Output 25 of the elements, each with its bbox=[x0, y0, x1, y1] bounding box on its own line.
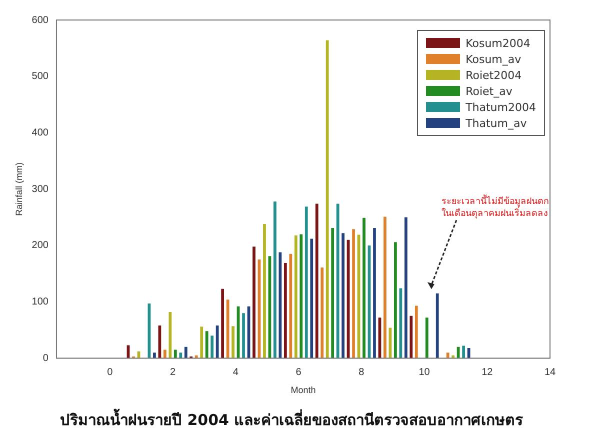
y-tick-label: 200 bbox=[32, 240, 49, 252]
x-tick-label: 14 bbox=[544, 366, 556, 378]
x-tick-label: 4 bbox=[232, 366, 239, 378]
legend-label: Thatum_av bbox=[466, 116, 527, 130]
x-tick-label: 12 bbox=[482, 366, 494, 378]
y-tick-label: 0 bbox=[42, 352, 49, 364]
y-tick-label: 300 bbox=[32, 184, 49, 195]
x-tick-label: 8 bbox=[358, 366, 365, 378]
x-tick-label: 2 bbox=[170, 366, 176, 378]
legend-label: Thatum2004 bbox=[466, 100, 536, 114]
y-tick-label: 500 bbox=[32, 71, 49, 82]
text: ปริมาณน้ำฝนรายปี 2004 และค่าเฉลี่ยของสถานีตรวจสอบอากาศเกษตร bbox=[60, 408, 524, 431]
y-tick-label: 400 bbox=[32, 127, 49, 138]
legend-label: Roiet2004 bbox=[466, 68, 522, 82]
x-tick-label: 6 bbox=[296, 366, 302, 378]
legend-label: Kosum_av bbox=[466, 52, 522, 66]
y-tick-label: 100 bbox=[32, 296, 49, 308]
annotation: ระยะเวลานี้ไม่มีข้อมูลฝนตก ในเดือนตุลาคมฝนเริ่มลดลง bbox=[441, 194, 548, 220]
legend-label: Roiet_av bbox=[466, 84, 512, 98]
y-tick-label: 600 bbox=[32, 14, 49, 26]
x-tick-label: 0 bbox=[107, 366, 114, 378]
y-axis-title: Rainfall (mm) bbox=[14, 162, 24, 216]
x-axis-title: Month bbox=[290, 385, 316, 396]
legend-label: Kosum2004 bbox=[466, 36, 530, 50]
x-tick-label: 10 bbox=[418, 366, 430, 378]
